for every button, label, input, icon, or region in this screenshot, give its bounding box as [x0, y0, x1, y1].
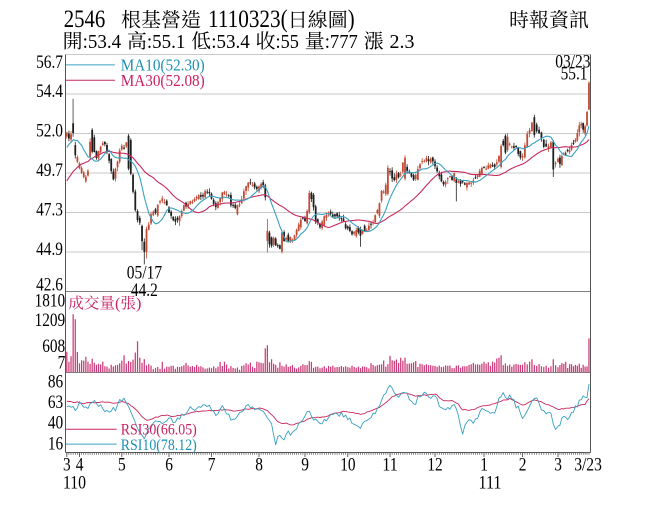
- svg-text:): ): [136, 296, 141, 313]
- svg-text:05/17: 05/17: [127, 263, 162, 284]
- svg-text:44.2: 44.2: [131, 280, 158, 301]
- svg-text:54.4: 54.4: [36, 81, 63, 102]
- svg-text:86: 86: [48, 371, 63, 392]
- svg-text:2.3: 2.3: [390, 31, 415, 53]
- svg-text:RSI10(78.12): RSI10(78.12): [121, 437, 197, 454]
- svg-text:(: (: [115, 296, 120, 313]
- svg-text:4: 4: [76, 454, 84, 475]
- svg-text:03/23: 03/23: [555, 51, 590, 72]
- svg-text:7: 7: [58, 353, 66, 374]
- svg-text:11: 11: [382, 454, 397, 475]
- svg-text:6: 6: [165, 454, 173, 475]
- svg-text::777: :777: [325, 31, 358, 53]
- svg-text:MA30(52.08): MA30(52.08): [121, 71, 205, 90]
- svg-text:52.0: 52.0: [36, 120, 63, 141]
- svg-text:608: 608: [42, 336, 65, 357]
- svg-text:1: 1: [480, 454, 488, 475]
- svg-text::53.4: :53.4: [83, 31, 122, 53]
- svg-text:3: 3: [554, 454, 562, 475]
- svg-text:RSI30(66.05): RSI30(66.05): [121, 422, 197, 439]
- svg-text:56.7: 56.7: [36, 52, 63, 73]
- svg-text:MA10(52.30): MA10(52.30): [121, 56, 205, 75]
- svg-text:40: 40: [48, 413, 63, 434]
- svg-text:12: 12: [427, 454, 442, 475]
- svg-text:): ): [348, 6, 355, 33]
- svg-text:9: 9: [301, 454, 309, 475]
- svg-text::55: :55: [276, 31, 299, 53]
- svg-text:42.6: 42.6: [36, 275, 63, 296]
- svg-text::55.1: :55.1: [147, 31, 186, 53]
- svg-text:3: 3: [63, 454, 71, 475]
- svg-text:8: 8: [255, 454, 263, 475]
- svg-text:2546: 2546: [64, 6, 106, 33]
- svg-text:5: 5: [118, 454, 126, 475]
- svg-text:1810: 1810: [35, 291, 66, 312]
- svg-text:55.1: 55.1: [561, 63, 588, 84]
- svg-text:47.3: 47.3: [36, 199, 63, 220]
- svg-text:1209: 1209: [35, 310, 66, 331]
- svg-text:63: 63: [48, 392, 63, 413]
- svg-text:7: 7: [208, 454, 216, 475]
- svg-text:44.9: 44.9: [36, 239, 63, 260]
- svg-text:1110323(: 1110323(: [208, 6, 288, 33]
- svg-text:49.7: 49.7: [36, 160, 63, 181]
- svg-text:2: 2: [519, 454, 527, 475]
- svg-text:3/23: 3/23: [574, 454, 602, 475]
- svg-text::53.4: :53.4: [211, 31, 250, 53]
- svg-text:16: 16: [48, 433, 63, 454]
- svg-text:10: 10: [340, 454, 355, 475]
- svg-text:110: 110: [63, 473, 86, 494]
- svg-text:111: 111: [479, 473, 502, 494]
